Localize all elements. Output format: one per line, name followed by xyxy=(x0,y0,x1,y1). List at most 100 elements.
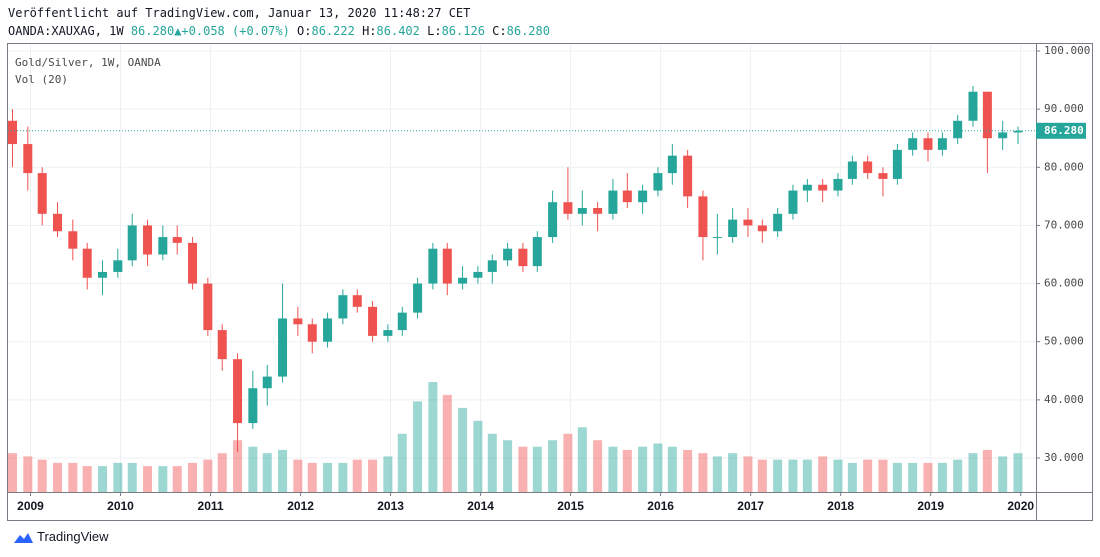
candle-body xyxy=(757,225,767,232)
candle-body xyxy=(143,225,153,255)
volume-bar xyxy=(667,446,677,492)
candle-body xyxy=(593,207,603,214)
x-tick-label: 2017 xyxy=(737,499,764,513)
candle-body xyxy=(233,359,243,424)
candle-body xyxy=(442,248,452,284)
volume-bar xyxy=(23,456,33,492)
legend-volume: Vol (20) xyxy=(15,73,68,86)
volume-bar xyxy=(98,466,108,492)
x-tick-label: 2014 xyxy=(467,499,494,513)
y-tick-label: 70.000 xyxy=(1044,218,1084,231)
published: Veröffentlicht auf TradingView.com, Janu… xyxy=(8,6,471,20)
candle-body xyxy=(82,248,92,278)
volume-bar xyxy=(323,462,333,492)
candle-body xyxy=(937,138,947,150)
candle-body xyxy=(98,271,108,278)
candle-body xyxy=(113,260,123,272)
volume-bar xyxy=(998,456,1008,492)
volume-bar xyxy=(82,466,92,492)
volume-bar xyxy=(217,453,227,492)
volume-bar xyxy=(383,456,393,492)
volume-bar xyxy=(968,453,978,492)
ohlc-value: 86.402 xyxy=(376,24,420,38)
x-tick-label: 2019 xyxy=(917,499,944,513)
volume-bar xyxy=(698,453,708,492)
candle-body xyxy=(383,330,393,336)
candle-body xyxy=(788,190,798,214)
volume-bar xyxy=(548,440,558,492)
footer: TradingView xyxy=(12,529,109,544)
volume-bar xyxy=(37,459,47,492)
volume-bar xyxy=(8,453,18,492)
y-tick-label: 40.000 xyxy=(1044,393,1084,406)
volume-bar xyxy=(458,407,468,492)
candle-body xyxy=(203,283,213,331)
candle-body xyxy=(802,184,812,191)
ohlc-value: 86.126 xyxy=(441,24,485,38)
volume-bar xyxy=(143,466,153,492)
volume-bar xyxy=(68,462,78,492)
volume-bar xyxy=(203,459,213,492)
volume-bar xyxy=(728,453,738,492)
candle-body xyxy=(397,312,407,331)
candle-body xyxy=(503,248,513,261)
volume-bar xyxy=(532,446,542,492)
x-tick-label: 2018 xyxy=(827,499,854,513)
volume-bar xyxy=(473,420,483,492)
candle-body xyxy=(968,91,978,121)
volume-bar xyxy=(503,440,513,492)
volume-bar xyxy=(307,462,317,492)
candle-body xyxy=(683,155,693,197)
volume-bar xyxy=(338,462,348,492)
y-tick-label: 50.000 xyxy=(1044,335,1084,348)
candle-body xyxy=(217,330,227,360)
volume-bar xyxy=(1013,453,1023,492)
y-tick-label: 100.000 xyxy=(1044,44,1090,57)
candle-body xyxy=(352,295,362,307)
volume-bar xyxy=(368,459,378,492)
change: +0.058 (+0.07%) xyxy=(181,24,290,38)
volume-bar xyxy=(653,443,663,492)
candle-body xyxy=(293,318,303,325)
x-tick-label: 2010 xyxy=(107,499,134,513)
candle-body xyxy=(1013,130,1023,133)
volume-bar xyxy=(293,459,303,492)
volume-bar xyxy=(923,462,933,492)
volume-bar xyxy=(262,453,272,492)
volume-bar xyxy=(743,456,753,492)
candle-body xyxy=(172,237,182,243)
volume-bar xyxy=(833,459,843,492)
candle-body xyxy=(307,324,317,342)
symbol: OANDA:XAUXAG, 1W xyxy=(8,24,124,38)
candle-body xyxy=(653,173,663,191)
candle-body xyxy=(638,190,648,203)
ohlc-label: L: xyxy=(427,24,442,38)
volume-bar xyxy=(127,462,137,492)
candle-body xyxy=(188,242,198,284)
candle-body xyxy=(262,376,272,389)
volume-bar xyxy=(352,459,362,492)
candle-body xyxy=(878,173,888,179)
x-tick-label: 2020 xyxy=(1007,499,1034,513)
candle-body xyxy=(923,138,933,150)
logo xyxy=(14,532,33,543)
volume-bar xyxy=(773,459,783,492)
volume-bar xyxy=(802,459,812,492)
candle-body xyxy=(532,237,542,267)
ohlc-label: H: xyxy=(362,24,377,38)
candle-body xyxy=(37,173,47,214)
ohlc-value: 86.280 xyxy=(506,24,550,38)
candle-body xyxy=(278,318,288,377)
volume-bar xyxy=(892,462,902,492)
candle-body xyxy=(712,237,722,239)
volume-bar xyxy=(113,462,123,492)
volume-bar xyxy=(953,459,963,492)
candle-body xyxy=(413,283,423,313)
volume-bar xyxy=(757,459,767,492)
candle-body xyxy=(833,178,843,191)
volume-bar xyxy=(487,433,497,492)
candle-body xyxy=(908,138,918,150)
volume-bar xyxy=(442,394,452,492)
x-tick-label: 2009 xyxy=(17,499,44,513)
arrow: ▲ xyxy=(174,24,182,38)
